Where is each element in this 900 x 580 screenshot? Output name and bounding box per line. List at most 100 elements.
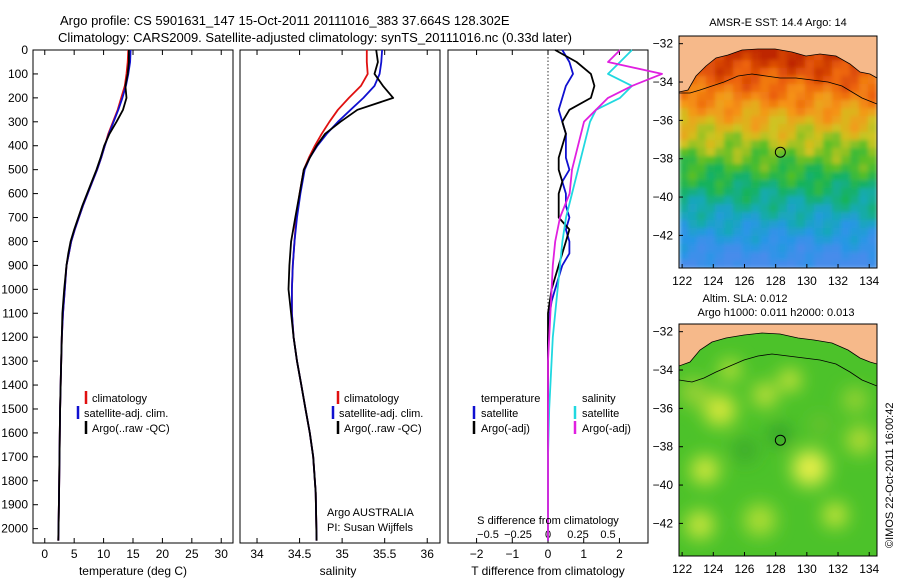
sst-cell <box>859 228 869 237</box>
sst-cell <box>823 92 833 101</box>
series-argo-raw-qc- <box>57 50 130 541</box>
sst-cell <box>706 188 716 197</box>
sla-blob <box>720 360 740 380</box>
x-tick-label: 30 <box>215 547 229 561</box>
y-tick-label: 1100 <box>2 306 28 320</box>
salinity-difference-tick-labels: −0.5 −0.25 0 0.25 0.5 <box>477 529 616 541</box>
sst-cell <box>742 228 752 237</box>
legend-label-temp-satellite: satellite <box>481 408 518 420</box>
y-tick-label: −38 <box>653 440 674 454</box>
sst-cell <box>715 260 725 268</box>
y-tick-label: −42 <box>653 516 674 530</box>
sst-cell <box>859 244 869 253</box>
sst-cell <box>751 236 761 245</box>
sst-cell <box>814 108 824 117</box>
sst-cell <box>742 124 752 133</box>
y-tick-label: 1600 <box>1 426 28 440</box>
y-tick-label: 1200 <box>1 330 28 344</box>
sst-cell <box>859 140 869 149</box>
sst-cell <box>823 100 833 109</box>
sst-cell <box>724 116 734 125</box>
sst-cell <box>751 196 761 205</box>
sst-cell <box>859 220 869 229</box>
x-tick-label: 35.5 <box>373 547 397 561</box>
sst-cell <box>706 132 716 141</box>
sst-cell <box>814 60 824 69</box>
y-tick-label: 600 <box>8 187 28 201</box>
sst-cell <box>706 92 716 101</box>
sst-cell <box>832 180 842 189</box>
sst-cell <box>724 68 734 77</box>
sst-cell <box>688 252 698 261</box>
sst-cell <box>751 188 761 197</box>
sst-cell <box>697 92 707 101</box>
sst-cell <box>760 148 770 157</box>
sst-cell <box>715 124 725 133</box>
sst-cell <box>751 116 761 125</box>
sst-cell <box>724 196 734 205</box>
sst-cell <box>859 252 869 261</box>
sst-cell <box>760 244 770 253</box>
sst-cell <box>850 108 860 117</box>
sst-cell <box>697 140 707 149</box>
sla-map-title-line1: Altim. SLA: 0.012 <box>703 293 788 305</box>
sst-cell <box>796 76 806 85</box>
sst-cell <box>769 204 779 213</box>
sst-cell <box>697 228 707 237</box>
sst-cell <box>787 188 797 197</box>
sst-cell <box>841 260 851 268</box>
sst-cell <box>823 140 833 149</box>
sst-cell <box>742 52 752 61</box>
x-tick-label: 15 <box>126 547 140 561</box>
sst-cell <box>706 228 716 237</box>
temperature-difference-xlabel: T difference from climatology <box>471 564 625 578</box>
sst-cell <box>787 132 797 141</box>
sst-cell <box>715 220 725 229</box>
x-tick-label: 134 <box>859 274 879 288</box>
sst-cell <box>832 124 842 133</box>
sla-coastline-land <box>679 324 877 367</box>
sst-cell <box>805 172 815 181</box>
sst-cell <box>805 156 815 165</box>
sst-cell <box>778 148 788 157</box>
sst-cell <box>697 244 707 253</box>
sst-cell <box>796 52 806 61</box>
sst-cell <box>733 188 743 197</box>
sst-cell <box>787 228 797 237</box>
sst-cell <box>724 132 734 141</box>
sla-map-panel: Altim. SLA: 0.012 Argo h1000: 0.011 h200… <box>653 293 880 576</box>
sst-cell <box>859 172 869 181</box>
legend-label-climatology: climatology <box>344 393 400 405</box>
sst-cell <box>814 204 824 213</box>
sst-cell <box>679 148 689 157</box>
sst-cell <box>850 140 860 149</box>
sst-cell <box>706 204 716 213</box>
sst-cell <box>868 148 877 157</box>
sst-cell <box>778 252 788 261</box>
sst-cell <box>769 76 779 85</box>
sst-cell <box>850 84 860 93</box>
x-tick-label: 35 <box>335 547 349 561</box>
sst-cell <box>715 108 725 117</box>
salinity-difference-label: S difference from climatology <box>477 515 619 527</box>
sst-map-tick-labels: 122 124 126 128 130 132 134 −32 −34 −36 −38 −40 −42 <box>653 37 880 288</box>
x-tick-label: 122 <box>672 562 692 576</box>
sst-cell <box>760 156 770 165</box>
sst-cell <box>778 188 788 197</box>
salinity-axes-frame <box>239 49 441 544</box>
sst-cell <box>814 124 824 133</box>
sst-cell <box>850 164 860 173</box>
sst-cell <box>679 204 689 213</box>
sst-cell <box>760 108 770 117</box>
legend-label-sal-argo: Argo(-adj) <box>582 423 631 435</box>
sst-cell <box>796 60 806 69</box>
sst-cell <box>697 204 707 213</box>
sst-cell <box>751 180 761 189</box>
sst-field <box>679 36 877 268</box>
difference-legend-salinity: salinity satellite Argo(-adj) <box>573 393 631 435</box>
sst-cell <box>832 84 842 93</box>
sst-cell <box>778 212 788 221</box>
x-tick-label: 130 <box>797 562 817 576</box>
sst-cell <box>742 260 752 268</box>
